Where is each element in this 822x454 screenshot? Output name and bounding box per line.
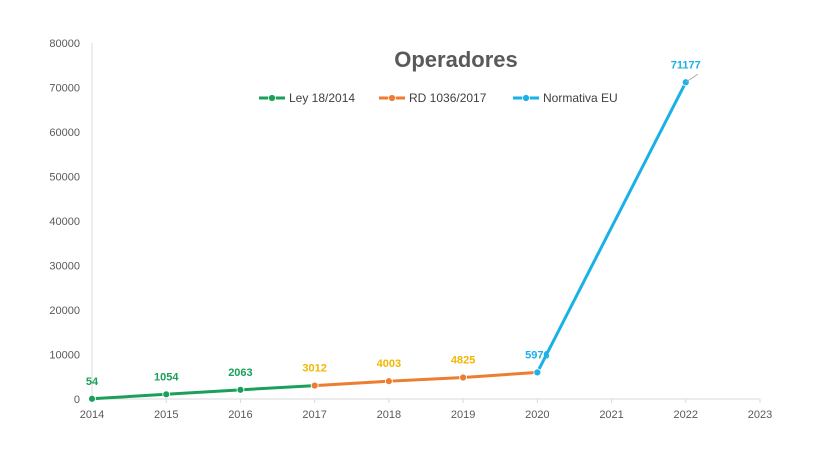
data-labels: 54 1054 2063 3012 4003 4825 5976 71177 <box>86 59 701 387</box>
series-point-1 <box>384 377 393 386</box>
series-point-1 <box>310 381 319 390</box>
x-tick-label: 2021 <box>599 409 623 421</box>
x-tick-label: 2018 <box>377 409 401 421</box>
x-tick-label: 2022 <box>674 409 698 421</box>
x-tick-label: 2015 <box>154 409 178 421</box>
series-line-2 <box>535 80 688 374</box>
data-label: 4003 <box>377 358 401 370</box>
y-tick-label: 20000 <box>49 305 80 317</box>
y-tick-label: 0 <box>74 394 80 406</box>
legend-label: Normativa EU <box>543 91 618 105</box>
axes <box>91 43 760 400</box>
series-point-1 <box>459 373 468 382</box>
data-label: 54 <box>86 376 99 388</box>
legend-swatch-marker <box>268 94 276 102</box>
y-tick-label: 60000 <box>49 127 80 139</box>
data-label: 1054 <box>154 371 179 383</box>
series-point-0 <box>88 394 96 403</box>
x-tick-label: 2019 <box>451 409 475 421</box>
series-point-2 <box>533 368 542 377</box>
y-tick-label: 30000 <box>49 261 80 273</box>
x-tick-label: 2014 <box>80 409 104 421</box>
x-tick-label: 2020 <box>525 409 549 421</box>
data-label-leader-line <box>685 73 699 83</box>
y-tick-label: 50000 <box>49 172 80 184</box>
legend: Ley 18/2014 RD 1036/2017 Normativa EU <box>259 91 618 105</box>
series <box>88 78 690 403</box>
series-line-1 <box>313 370 539 388</box>
data-label: 4825 <box>451 355 475 367</box>
chart-title: Operadores <box>394 47 518 72</box>
x-tick-labels: 2014 2015 2016 2017 2018 2019 2020 2021 2022 2023 <box>80 399 772 421</box>
x-tick-label: 2017 <box>302 409 326 421</box>
data-label: 2063 <box>228 367 252 379</box>
x-tick-label: 2016 <box>228 409 252 421</box>
legend-swatch-marker <box>388 94 396 102</box>
legend-swatch-marker <box>522 94 530 102</box>
data-label: 3012 <box>302 363 326 375</box>
series-point-0 <box>236 385 245 394</box>
legend-label: RD 1036/2017 <box>409 91 487 105</box>
y-tick-label: 40000 <box>49 216 80 228</box>
x-tick-label: 2023 <box>748 409 772 421</box>
data-label: 5976 <box>525 349 549 361</box>
data-label: 71177 <box>671 59 701 71</box>
y-tick-label: 70000 <box>49 83 80 95</box>
y-tick-label: 10000 <box>49 350 80 362</box>
legend-label: Ley 18/2014 <box>289 91 355 105</box>
series-line-0 <box>90 384 317 401</box>
y-tick-labels: 0 10000 20000 30000 40000 50000 60000 70000 8000… <box>49 38 80 406</box>
y-tick-label: 80000 <box>49 38 80 50</box>
series-point-0 <box>162 390 171 399</box>
